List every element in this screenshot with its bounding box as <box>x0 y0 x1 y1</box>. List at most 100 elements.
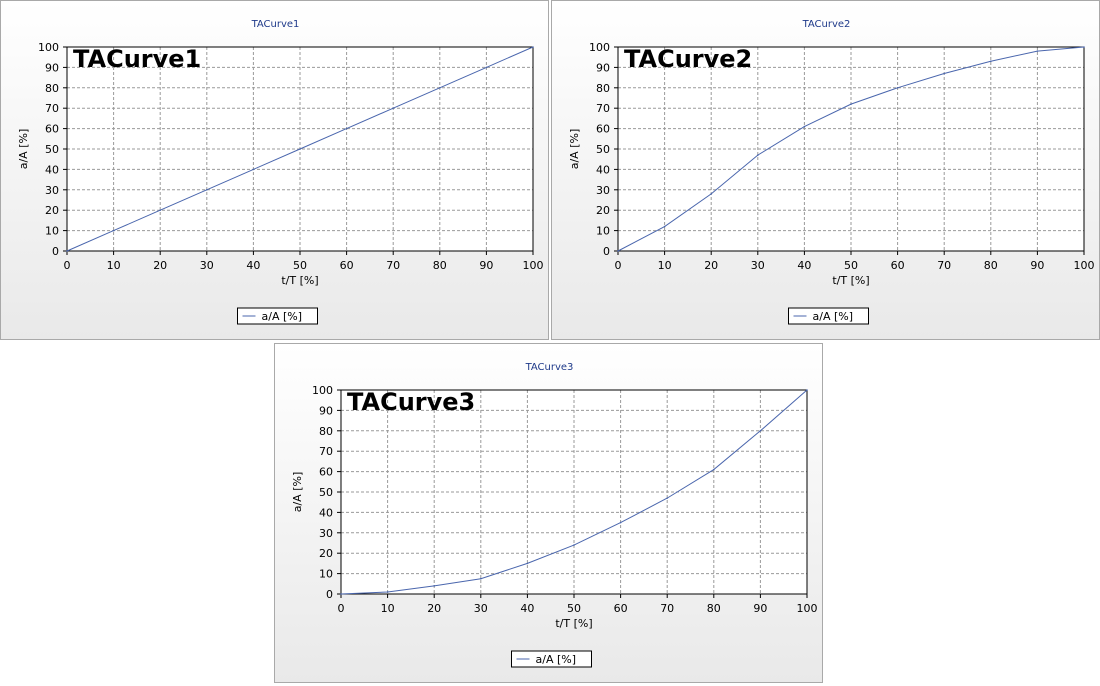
x-tick-label: 0 <box>615 259 622 272</box>
x-tick-label: 40 <box>520 602 534 615</box>
y-tick-label: 50 <box>319 486 333 499</box>
plot-border <box>66 46 534 252</box>
y-axis-label: a/A [%] <box>17 129 30 170</box>
data-point <box>299 148 301 150</box>
legend-box <box>788 307 869 325</box>
data-point <box>439 87 441 89</box>
y-tick-label: 60 <box>45 123 59 136</box>
x-tick-label: 20 <box>153 259 167 272</box>
x-tick-label: 70 <box>386 259 400 272</box>
data-point <box>526 562 529 565</box>
data-point <box>159 209 161 211</box>
x-tick-label: 90 <box>753 602 767 615</box>
data-point <box>1083 46 1085 48</box>
chart-panel-tacurve3: TACurve3 0 10 20 30 40 50 60 70 80 90 100 0 10 20 30 40 5… <box>274 343 823 683</box>
x-tick-label: 30 <box>200 259 214 272</box>
data-point <box>112 229 115 232</box>
y-tick-label: 80 <box>45 82 59 95</box>
y-tick-label: 60 <box>596 123 610 136</box>
y-tick-label: 100 <box>312 384 333 397</box>
y-tick-label: 90 <box>319 404 333 417</box>
plot-border <box>617 46 1085 252</box>
y-tick-label: 80 <box>319 425 333 438</box>
legend: a/A [%] <box>511 650 592 668</box>
y-tick-label: 10 <box>596 225 610 238</box>
x-tick-label: 30 <box>474 602 488 615</box>
x-tick-label: 20 <box>427 602 441 615</box>
data-point <box>480 577 482 580</box>
x-tick-label: 60 <box>614 602 628 615</box>
data-point <box>206 189 208 191</box>
data-point <box>532 46 534 48</box>
chart-svg: TACurve2 0 10 20 30 40 50 60 70 80 90 100 0 10 20 30 40 5… <box>568 19 1095 325</box>
chart-panel-tacurve1: TACurve1 0 10 20 30 40 50 60 70 80 90 100 0 10 20 30 40 5… <box>0 0 549 340</box>
data-point <box>252 168 255 171</box>
y-tick-label: 30 <box>45 184 59 197</box>
x-tick-label: 60 <box>891 259 905 272</box>
chart-svg: TACurve3 0 10 20 30 40 50 60 70 80 90 100 0 10 20 30 40 5… <box>291 362 818 668</box>
data-point <box>345 127 348 130</box>
x-tick-label: 50 <box>293 259 307 272</box>
y-tick-label: 20 <box>319 547 333 560</box>
overlay-label: TACurve3 <box>347 388 475 416</box>
y-tick-label: 30 <box>319 527 333 540</box>
y-tick-label: 80 <box>596 82 610 95</box>
y-tick-label: 70 <box>596 102 610 115</box>
data-point <box>392 107 395 109</box>
chart-title: TACurve3 <box>525 362 574 373</box>
y-tick-label: 100 <box>38 41 59 54</box>
y-tick-label: 50 <box>45 143 59 156</box>
y-tick-label: 50 <box>596 143 610 156</box>
y-tick-label: 90 <box>45 61 59 74</box>
x-tick-label: 100 <box>523 259 544 272</box>
data-point <box>943 72 945 75</box>
legend-box <box>511 650 592 668</box>
y-tick-label: 40 <box>319 506 333 519</box>
x-tick-label: 90 <box>479 259 493 272</box>
x-tick-label: 10 <box>381 602 395 615</box>
x-tick-label: 70 <box>660 602 674 615</box>
x-tick-label: 80 <box>707 602 721 615</box>
legend: a/A [%] <box>237 307 318 325</box>
data-point <box>386 591 389 593</box>
chart-panel-tacurve2: TACurve2 0 10 20 30 40 50 60 70 80 90 100 0 10 20 30 40 5… <box>551 0 1100 340</box>
x-tick-label: 80 <box>984 259 998 272</box>
x-axis-label: t/T [%] <box>555 617 592 630</box>
x-axis-label: t/T [%] <box>281 274 318 287</box>
data-point <box>757 154 759 156</box>
x-tick-label: 70 <box>937 259 951 272</box>
x-tick-label: 10 <box>658 259 672 272</box>
x-tick-label: 50 <box>844 259 858 272</box>
chart-svg: TACurve1 0 10 20 30 40 50 60 70 80 90 100 0 10 20 30 40 5… <box>17 19 544 325</box>
data-point <box>666 497 668 499</box>
overlay-label: TACurve2 <box>624 45 752 73</box>
overlay-label: TACurve1 <box>73 45 201 73</box>
y-tick-label: 0 <box>326 588 333 601</box>
x-tick-label: 10 <box>107 259 121 272</box>
y-tick-label: 20 <box>596 204 610 217</box>
data-point <box>617 250 619 252</box>
legend-entry: a/A [%] <box>813 310 854 323</box>
x-tick-label: 60 <box>340 259 354 272</box>
x-tick-label: 0 <box>64 259 71 272</box>
y-tick-label: 0 <box>603 245 610 258</box>
y-axis-label: a/A [%] <box>568 129 581 170</box>
y-tick-label: 0 <box>52 245 59 258</box>
data-point <box>806 389 808 391</box>
legend-box <box>237 307 318 325</box>
data-point <box>433 585 435 587</box>
chart-title: TACurve2 <box>802 19 851 30</box>
data-point <box>340 593 342 595</box>
data-point <box>710 193 712 195</box>
x-tick-label: 50 <box>567 602 581 615</box>
y-tick-label: 90 <box>596 61 610 74</box>
x-tick-label: 20 <box>704 259 718 272</box>
legend-entry: a/A [%] <box>536 653 577 666</box>
data-point <box>713 468 715 471</box>
legend: a/A [%] <box>788 307 869 325</box>
data-point <box>573 544 575 546</box>
y-tick-label: 40 <box>45 163 59 176</box>
x-tick-label: 40 <box>246 259 260 272</box>
legend-entry: a/A [%] <box>262 310 303 323</box>
y-tick-label: 70 <box>319 445 333 458</box>
